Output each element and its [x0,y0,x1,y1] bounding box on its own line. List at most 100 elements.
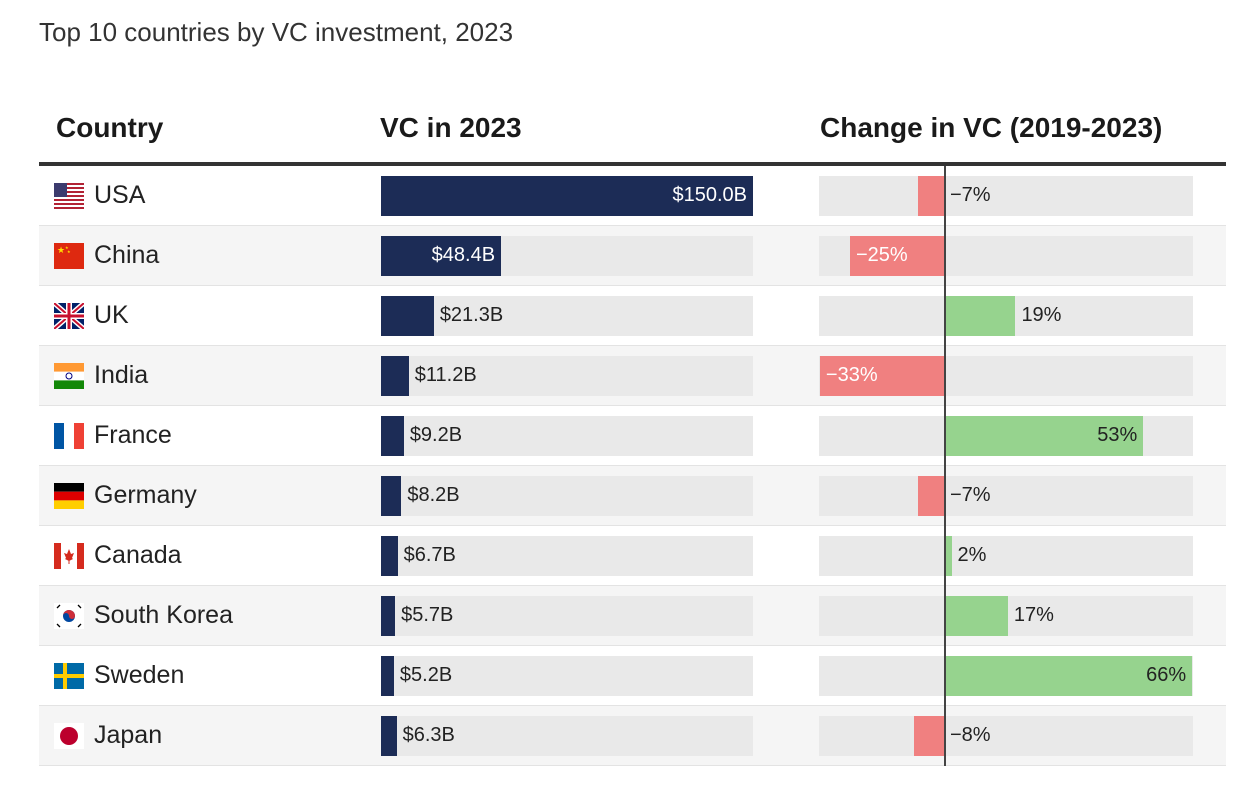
vc-bar [381,236,502,276]
vc-value-label: $8.2B [407,484,460,506]
vc-value-label: $6.7B [403,544,456,566]
vc-bar-track: $6.3B [381,716,753,756]
change-value-label: −8% [950,724,991,746]
row-separator [39,285,1226,286]
table-row: Germany $8.2B −7% [39,466,1226,526]
india-flag-icon [54,363,84,389]
vc-bar [381,296,434,336]
table-row: Japan $6.3B −8% [39,706,1226,766]
uk-flag-icon [52,301,86,331]
table-row: ★ ★ ★ China $48.4B −25% [39,226,1226,286]
table-row: Sweden $5.2B 66% [39,646,1226,706]
change-bar-positive [944,296,1016,336]
table-row: South Korea $5.7B 17% [39,586,1226,646]
germany-flag-icon [54,483,84,509]
vc-bar [381,416,404,456]
change-value-label: 2% [957,544,987,566]
sweden-flag-icon [54,663,84,689]
country-name: Canada [94,541,182,569]
change-bar-track: −8% [819,716,1193,756]
france-flag-icon [54,423,84,449]
usa-flag-icon [54,183,84,209]
country-name: Japan [94,721,163,749]
vc-bar-track: $5.7B [381,596,753,636]
column-header-vc: VC in 2023 [380,112,522,143]
vc-value-label: $9.2B [409,424,463,446]
country-name: South Korea [94,601,233,629]
change-value-label: 66% [1146,664,1187,686]
change-bar-track: 66% [819,656,1193,696]
chart-title: Top 10 countries by VC investment, 2023 [39,17,514,47]
table-row: Canada $6.7B 2% [39,526,1226,586]
vc-bar [381,656,394,696]
change-zero-line [944,166,946,766]
row-separator [39,705,1226,706]
row-separator [39,405,1226,406]
change-value-label: −33% [825,364,878,386]
change-bar-track: 53% [819,416,1193,456]
country-name: China [94,241,160,269]
vc-value-label: $6.3B [402,724,455,746]
change-value-label: 19% [1021,304,1062,326]
japan-flag-icon [54,723,84,749]
change-value-label: 53% [1097,424,1138,446]
svg-text:★: ★ [67,249,71,254]
change-bar-track: −33% [819,356,1193,396]
row-separator [39,225,1226,226]
row-separator [39,345,1226,346]
canada-flag-icon [54,543,84,569]
vc-bar [381,476,402,516]
change-bar-negative [850,236,944,276]
china-flag-icon: ★ ★ ★ [54,243,84,269]
vc-value-label: $5.2B [399,664,453,686]
country-name: Germany [94,481,197,509]
vc-value-label: $21.3B [439,304,504,326]
row-separator [39,765,1226,766]
vc-bar-track: $8.2B [381,476,753,516]
change-value-label: −7% [950,184,991,206]
vc-value-label: $48.4B [431,244,496,266]
change-bar-track: −7% [819,176,1193,216]
svg-text:★: ★ [57,245,65,255]
table-row: USA $150.0B −7% [39,166,1226,226]
country-name: USA [94,181,146,209]
vc-bar-track: $5.2B [381,656,753,696]
country-name: UK [94,301,129,329]
header-rule [39,162,1226,166]
row-separator [39,525,1226,526]
change-bar-track: 2% [819,536,1193,576]
vc-bar [381,716,397,756]
change-bar-positive [944,596,1008,636]
vc-bar [381,536,398,576]
vc-value-label: $11.2B [414,364,477,386]
change-bar-positive [944,656,1193,696]
change-bar-track: −7% [819,476,1193,516]
vc-bar [381,176,753,216]
country-name: India [94,361,149,389]
country-name: Sweden [94,661,185,689]
change-value-label: 17% [1013,604,1054,626]
vc-bar-track: $21.3B [381,296,753,336]
row-separator [39,465,1226,466]
table-row: France $9.2B 53% [39,406,1226,466]
change-value-label: −7% [950,484,991,506]
row-separator [39,585,1226,586]
vc-bar-track: $9.2B [381,416,753,456]
column-header-change: Change in VC (2019-2023) [820,112,1163,143]
table-row: India $11.2B −33% [39,346,1226,406]
column-header-country: Country [56,112,164,143]
vc-value-label: $5.7B [401,604,454,626]
vc-bar [381,356,409,396]
south-korea-flag-icon [54,603,84,629]
vc-bar-track: $150.0B [381,176,753,216]
change-bar-negative [917,176,944,216]
change-bar-positive [944,536,952,576]
change-bar-negative [819,356,944,396]
vc-bar [381,596,396,636]
vc-value-label: $150.0B [672,184,747,206]
change-bar-negative [917,476,944,516]
vc-bar-track: $48.4B [381,236,753,276]
change-value-label: −25% [856,244,908,266]
table-row: UK $21.3B 19% [39,286,1226,346]
country-name: France [94,421,172,449]
